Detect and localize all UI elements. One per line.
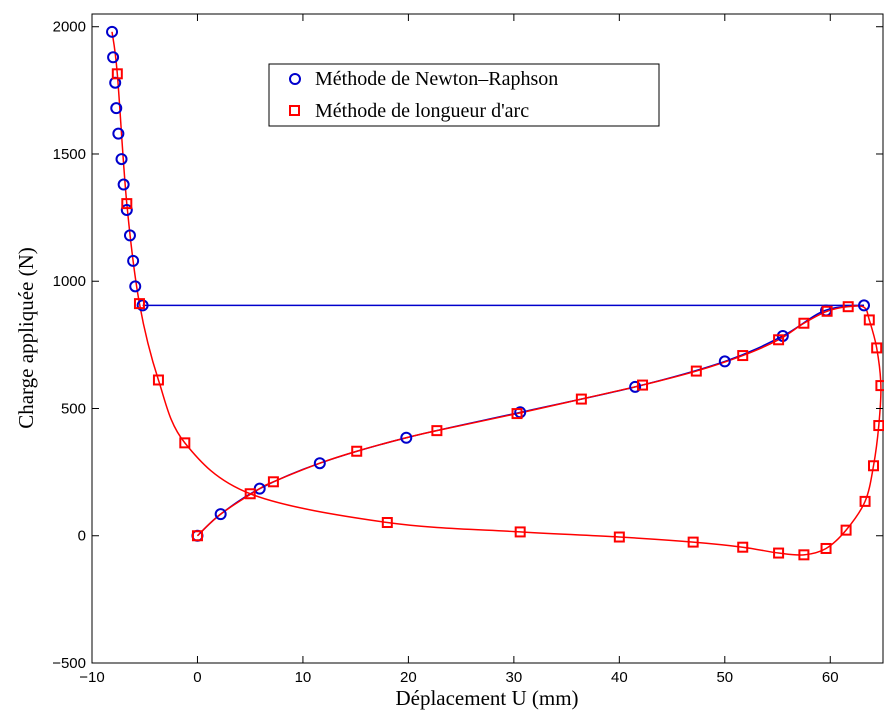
legend: Méthode de Newton–Raphson Méthode de lon… xyxy=(268,63,660,127)
newton-raphson-point xyxy=(106,25,119,38)
arc-length-point xyxy=(613,531,625,543)
newton-raphson-point xyxy=(718,355,731,368)
newton-raphson-point xyxy=(120,203,133,216)
newton-raphson-point xyxy=(115,153,128,166)
arc-length-point xyxy=(121,198,133,210)
x-tick-label: 30 xyxy=(506,669,523,686)
arc-length-point xyxy=(244,488,256,500)
newton-raphson-point xyxy=(214,508,227,521)
legend-label-newton: Méthode de Newton–Raphson xyxy=(315,68,558,90)
arc-length-point xyxy=(575,393,587,405)
newton-raphson-point xyxy=(127,254,140,267)
arc-length-point xyxy=(267,476,279,488)
arc-length-point xyxy=(637,379,649,391)
legend-marker-arc xyxy=(289,105,300,116)
arc-length-point xyxy=(773,547,785,559)
y-tick-label: 0 xyxy=(78,528,86,545)
y-tick-label: 1500 xyxy=(53,146,86,163)
arc-length-point xyxy=(821,305,833,317)
arc-length-point xyxy=(871,342,883,354)
y-tick-label: 2000 xyxy=(53,19,86,36)
arc-length-point xyxy=(798,549,810,561)
newton-raphson-point xyxy=(129,280,142,293)
x-tick-label: 40 xyxy=(611,669,628,686)
arc-length-point xyxy=(820,542,832,554)
x-tick-label: 60 xyxy=(822,669,839,686)
arc-length-point xyxy=(842,301,854,313)
newton-raphson-point xyxy=(117,178,130,191)
arc-length-point xyxy=(191,530,203,542)
arc-length-point xyxy=(863,314,875,326)
y-axis-label: Charge appliquée (N) xyxy=(14,247,38,429)
arc-length-point xyxy=(511,408,523,420)
arc-length-point xyxy=(111,68,123,80)
newton-raphson-point xyxy=(858,299,871,312)
arc-length-point xyxy=(873,420,884,432)
y-tick-label: 500 xyxy=(61,400,86,417)
legend-box xyxy=(268,63,660,127)
y-tick-label: 1000 xyxy=(53,273,86,290)
tick-labels-layer: −10 0 10 20 30 40 50 60 −500 0 500 1000 1500 2000 xyxy=(52,19,838,686)
arc-length-point xyxy=(737,350,749,362)
arc-length-point xyxy=(737,541,749,553)
legend-label-arc: Méthode de longueur d'arc xyxy=(315,100,529,122)
arc-length-point xyxy=(840,524,852,536)
y-tick-label: −500 xyxy=(52,655,86,672)
arc-length-point xyxy=(514,526,526,538)
legend-marker-newton xyxy=(289,73,301,85)
x-tick-label: 10 xyxy=(295,669,312,686)
plot-area xyxy=(111,31,882,556)
x-tick-label: −10 xyxy=(79,669,104,686)
newton-raphson-point xyxy=(107,51,120,64)
arc-length-point xyxy=(859,495,871,507)
arc-length-point xyxy=(773,334,785,346)
newton-raphson-point xyxy=(110,102,123,115)
x-axis-label: Déplacement U (mm) xyxy=(395,686,578,710)
ticks-layer xyxy=(91,14,883,664)
x-tick-label: 0 xyxy=(193,669,201,686)
arc-length-curve xyxy=(111,31,882,556)
arc-length-point xyxy=(351,445,363,457)
newton-raphson-point xyxy=(313,457,326,470)
arc-length-point xyxy=(381,517,393,529)
newton-raphson-point xyxy=(123,229,136,242)
newton-raphson-point xyxy=(629,380,642,393)
arc-length-point xyxy=(133,298,145,310)
x-tick-label: 50 xyxy=(716,669,733,686)
newton-raphson-point xyxy=(112,127,125,140)
arc-length-point xyxy=(687,536,699,548)
newton-raphson-point xyxy=(136,299,149,312)
x-tick-label: 20 xyxy=(400,669,417,686)
arc-length-point xyxy=(798,317,810,329)
arc-length-point xyxy=(875,380,884,392)
arc-length-point xyxy=(690,365,702,377)
markers-layer xyxy=(106,25,884,561)
arc-length-point xyxy=(431,425,443,437)
arc-length-point xyxy=(868,460,880,472)
arc-length-point xyxy=(152,374,164,386)
newton-raphson-point xyxy=(400,431,413,444)
arc-length-point xyxy=(179,437,191,449)
